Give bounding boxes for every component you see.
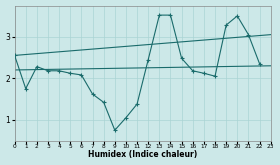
X-axis label: Humidex (Indice chaleur): Humidex (Indice chaleur) — [88, 150, 197, 159]
